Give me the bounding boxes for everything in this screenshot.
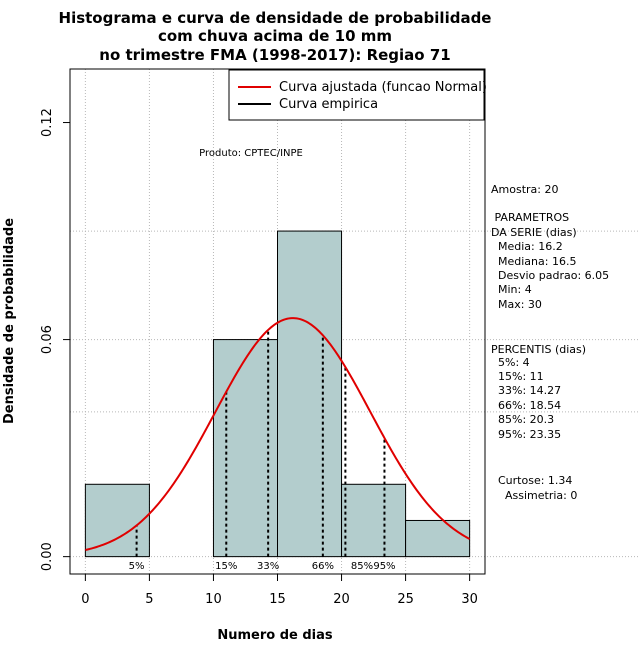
y-axis: 0.00 0.06 0.12 — [40, 108, 71, 571]
stat-line-16: Assimetria: 0 — [491, 489, 577, 502]
stat-line-0: Amostra: 20 — [491, 183, 558, 196]
stat-line-7: Max: 30 — [491, 298, 542, 311]
stat-line-13: 85%: 20.3 — [491, 413, 554, 426]
x-axis-label: Numero de dias — [217, 628, 333, 643]
y-tick-label-0: 0.00 — [40, 542, 55, 571]
x-axis: 0 5 10 15 20 25 30 — [81, 573, 478, 607]
legend-label-fitted: Curva ajustada (funcao Normal) — [279, 80, 487, 95]
stat-line-1: PARAMETROS — [491, 211, 569, 224]
y-tick-label-1: 0.06 — [40, 325, 55, 354]
stat-line-5: Desvio padrao: 6.05 — [491, 269, 609, 282]
stat-line-11: 33%: 14.27 — [491, 384, 561, 397]
stat-line-14: 95%: 23.35 — [491, 428, 561, 441]
chart-title: Histograma e curva de densidade de proba… — [59, 9, 492, 64]
y-axis-label: Densidade de probabilidade — [2, 218, 17, 424]
stat-line-10: 15%: 11 — [491, 370, 544, 383]
stat-line-9: 5%: 4 — [491, 356, 530, 369]
stat-line-3: Media: 16.2 — [491, 240, 563, 253]
percentile-lines — [135, 329, 386, 557]
stat-line-2: DA SERIE (dias) — [491, 226, 577, 239]
stat-line-12: 66%: 18.54 — [491, 399, 561, 412]
histogram-bar-5 — [405, 519, 471, 558]
statistics-panel: Amostra: 20 PARAMETROS DA SERIE (dias) Me… — [491, 183, 609, 502]
x-tick-label-6: 30 — [461, 592, 478, 607]
legend-label-empirical: Curva empirica — [279, 97, 378, 112]
x-tick-label-1: 5 — [145, 592, 153, 607]
histogram-bar-4 — [341, 483, 407, 558]
stat-line-15: Curtose: 1.34 — [491, 474, 572, 487]
title-line-1: Histograma e curva de densidade de proba… — [59, 9, 492, 27]
x-tick-label-3: 15 — [269, 592, 286, 607]
percentile-label-4: 85% — [351, 561, 373, 572]
product-note: Produto: CPTEC/INPE — [199, 148, 303, 159]
legend-box — [228, 69, 485, 121]
title-line-2: com chuva acima de 10 mm — [158, 27, 392, 45]
histogram-bar-3 — [277, 230, 343, 558]
fitted-normal-curve — [85, 317, 471, 551]
x-tick-label-5: 25 — [397, 592, 414, 607]
percentile-label-3: 66% — [312, 561, 334, 572]
legend: Curva ajustada (funcao Normal) Curva emp… — [228, 69, 487, 121]
percentile-label-2: 33% — [257, 561, 279, 572]
percentile-label-5: 95% — [373, 561, 395, 572]
x-tick-label-4: 20 — [333, 592, 350, 607]
stat-line-6: Min: 4 — [491, 283, 532, 296]
stat-line-4: Mediana: 16.5 — [491, 255, 576, 268]
x-tick-label-0: 0 — [81, 592, 89, 607]
percentile-label-1: 15% — [215, 561, 237, 572]
histogram-bar-0 — [84, 483, 150, 558]
histogram-bar-2 — [212, 339, 278, 558]
histogram-bars — [84, 230, 471, 558]
y-tick-label-2: 0.12 — [40, 108, 55, 137]
title-line-3: no trimestre FMA (1998-2017): Regiao 71 — [99, 46, 450, 64]
percentile-label-0: 5% — [129, 561, 145, 572]
x-tick-label-2: 10 — [205, 592, 222, 607]
percentile-labels: 5% 15% 33% 66% 85% 95% — [129, 561, 396, 572]
stat-line-8: PERCENTIS (dias) — [491, 343, 586, 356]
